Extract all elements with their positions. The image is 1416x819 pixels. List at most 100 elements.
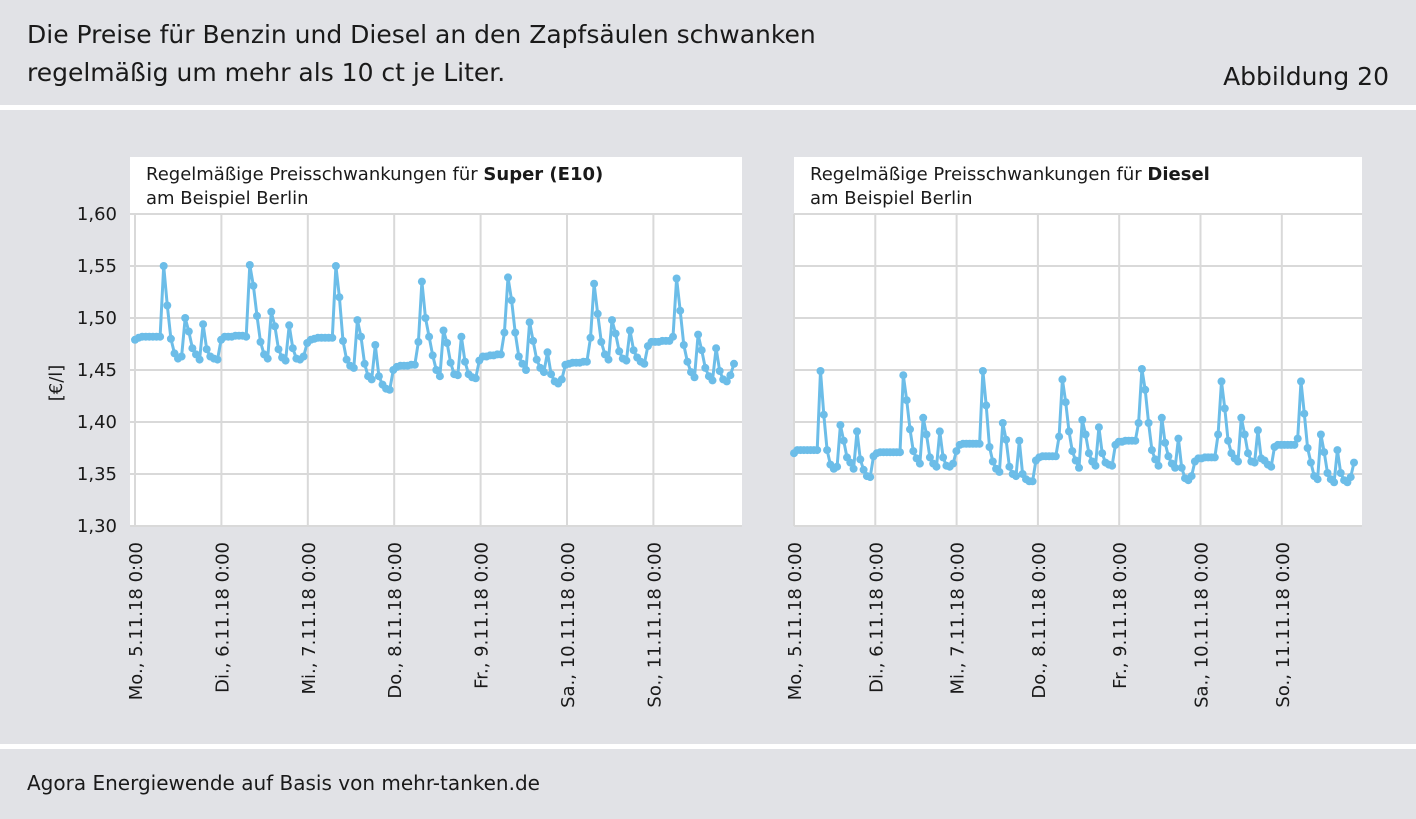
data-point: [457, 332, 466, 341]
data-point: [839, 436, 848, 445]
data-point: [906, 425, 914, 434]
x-tick-label: Do., 8.11.18 0:00: [1029, 542, 1050, 699]
x-tick-label: Fr., 9.11.18 0:00: [1110, 542, 1131, 689]
data-point: [1147, 446, 1156, 455]
chart-super-e10: Regelmäßige Preisschwankungen für Super …: [46, 157, 742, 708]
data-point: [1237, 413, 1246, 422]
data-point: [1012, 472, 1020, 481]
data-point: [367, 375, 376, 384]
chart-title-prefix: Regelmäßige Preisschwankungen für: [146, 164, 483, 185]
data-point: [975, 439, 984, 448]
data-point: [274, 345, 283, 354]
data-point: [417, 277, 426, 286]
chart-title-box: [794, 157, 1362, 214]
data-point: [1015, 436, 1024, 445]
title-line-2: regelmäßig um mehr als 10 ct je Liter.: [27, 58, 506, 87]
data-point: [202, 345, 211, 354]
data-point: [1336, 469, 1345, 477]
data-point: [353, 316, 362, 325]
data-point: [1297, 377, 1305, 386]
data-point: [985, 443, 994, 451]
data-point: [836, 421, 845, 430]
data-point: [640, 359, 649, 368]
data-point: [1028, 477, 1037, 486]
data-point: [949, 459, 958, 468]
data-point: [256, 337, 265, 346]
data-point: [339, 336, 347, 345]
data-point: [1300, 409, 1309, 418]
data-point: [263, 354, 272, 363]
y-tick-label: 1,60: [77, 204, 117, 225]
data-point: [1131, 436, 1140, 445]
data-point: [281, 356, 290, 365]
data-point: [471, 374, 480, 383]
data-point: [899, 371, 908, 380]
data-point: [181, 314, 190, 322]
data-point: [1323, 469, 1332, 477]
chart-title-prefix: Regelmäßige Preisschwankungen für: [810, 164, 1147, 185]
data-point: [1253, 426, 1262, 435]
data-point: [833, 462, 842, 471]
footer-divider: [0, 744, 1416, 749]
data-point: [586, 333, 595, 342]
data-point: [163, 301, 172, 310]
data-point: [199, 320, 208, 329]
data-point: [952, 447, 961, 456]
data-point: [896, 448, 904, 457]
data-point: [522, 366, 530, 374]
data-point: [1303, 444, 1312, 452]
data-point: [432, 366, 441, 374]
data-point: [1346, 473, 1355, 482]
data-point: [1214, 430, 1223, 439]
data-point: [507, 296, 516, 305]
data-point: [697, 346, 706, 355]
data-point: [978, 367, 987, 375]
data-point: [1320, 448, 1329, 457]
data-point: [1094, 423, 1103, 432]
chart-title-line-2: am Beispiel Berlin: [146, 188, 309, 209]
data-point: [1234, 457, 1242, 466]
data-point: [1108, 461, 1117, 470]
data-point: [712, 344, 721, 353]
data-point: [253, 311, 261, 320]
y-tick-label: 1,35: [77, 464, 117, 485]
y-tick-label: 1,55: [77, 256, 117, 277]
data-point: [414, 337, 423, 346]
data-point: [701, 363, 710, 372]
data-point: [1171, 463, 1180, 472]
data-point: [853, 427, 861, 436]
data-point: [694, 330, 703, 339]
data-point: [919, 413, 928, 422]
page-title: Die Preise für Benzin und Diesel an den …: [27, 16, 927, 92]
data-point: [1134, 419, 1143, 427]
chart-title-line-1: Regelmäßige Preisschwankungen für Super …: [146, 164, 603, 185]
x-tick-label: Mi., 7.11.18 0:00: [948, 542, 969, 695]
data-point: [514, 352, 523, 361]
figure-label: Abbildung 20: [1223, 62, 1389, 91]
x-tick-label: Do., 8.11.18 0:00: [385, 542, 406, 699]
data-point: [1164, 452, 1173, 461]
data-point: [935, 427, 944, 436]
data-point: [932, 462, 941, 471]
header-divider: [0, 105, 1416, 110]
data-point: [1350, 458, 1358, 467]
data-point: [335, 293, 344, 302]
x-tick-label: Sa., 10.11.18 0:00: [558, 542, 579, 708]
chart-title-line-1: Regelmäßige Preisschwankungen für Diesel: [810, 164, 1210, 185]
chart-diesel: Regelmäßige Preisschwankungen für Diesel…: [785, 157, 1362, 708]
data-point: [357, 332, 365, 341]
data-point: [504, 273, 512, 282]
data-point: [1333, 446, 1342, 455]
data-point: [676, 306, 685, 315]
data-point: [446, 358, 455, 367]
charts-area: Regelmäßige Preisschwankungen für Super …: [46, 157, 1362, 708]
data-point: [349, 363, 358, 372]
data-point: [597, 337, 606, 346]
data-point: [1141, 385, 1150, 394]
data-point: [1075, 463, 1083, 472]
data-point: [299, 352, 308, 361]
data-point: [159, 262, 168, 270]
data-point: [1187, 472, 1196, 481]
data-point: [1091, 461, 1100, 470]
data-point: [188, 344, 197, 353]
